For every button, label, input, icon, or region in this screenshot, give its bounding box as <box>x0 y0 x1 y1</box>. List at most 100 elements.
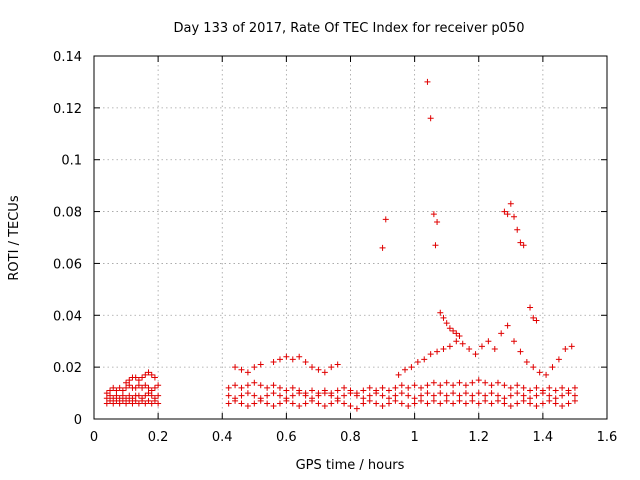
data-point <box>514 226 521 233</box>
data-point <box>142 371 149 378</box>
data-point <box>113 387 120 394</box>
data-point <box>373 400 380 407</box>
data-point <box>289 400 296 407</box>
data-point <box>568 343 575 350</box>
data-point <box>373 390 380 397</box>
data-point <box>315 366 322 373</box>
data-point <box>437 390 444 397</box>
data-point <box>392 384 399 391</box>
data-point <box>116 400 123 407</box>
data-point <box>103 400 110 407</box>
data-point <box>430 379 437 386</box>
data-point <box>418 392 425 399</box>
data-point <box>123 379 130 386</box>
data-point <box>456 397 463 404</box>
data-point <box>475 390 482 397</box>
data-point <box>232 382 239 389</box>
data-point <box>527 400 534 407</box>
data-point <box>478 343 485 350</box>
data-point <box>523 358 530 365</box>
data-point <box>482 379 489 386</box>
axis-ticks <box>93 55 608 420</box>
data-point <box>296 403 303 410</box>
data-point <box>145 384 152 391</box>
data-point <box>366 384 373 391</box>
data-point <box>283 353 290 360</box>
data-point <box>456 333 463 340</box>
data-point <box>270 382 277 389</box>
data-point <box>225 384 232 391</box>
data-point <box>257 397 264 404</box>
data-point <box>559 403 566 410</box>
data-point <box>514 400 521 407</box>
data-point <box>116 395 123 402</box>
data-point <box>405 403 412 410</box>
data-point <box>527 304 534 311</box>
data-point <box>482 392 489 399</box>
data-point <box>347 403 354 410</box>
data-point <box>113 392 120 399</box>
data-point <box>482 397 489 404</box>
data-point <box>135 400 142 407</box>
data-point <box>110 395 117 402</box>
data-point <box>309 387 316 394</box>
data-point <box>103 390 110 397</box>
data-point <box>501 395 508 402</box>
data-point <box>520 384 527 391</box>
data-point <box>517 239 524 246</box>
data-point <box>360 400 367 407</box>
data-point <box>379 244 386 251</box>
data-point <box>414 358 421 365</box>
data-point <box>148 392 155 399</box>
chart-title: Day 133 of 2017, Rate Of TEC Index for r… <box>174 21 525 36</box>
data-point <box>446 325 453 332</box>
data-point <box>443 379 450 386</box>
data-point <box>366 397 373 404</box>
x-tick-label: 0.2 <box>148 430 169 445</box>
data-point <box>232 364 239 371</box>
data-point <box>430 397 437 404</box>
data-point <box>530 364 537 371</box>
data-point <box>302 358 309 365</box>
data-point <box>148 371 155 378</box>
data-point <box>501 400 508 407</box>
data-point <box>276 384 283 391</box>
data-point <box>283 387 290 394</box>
data-point <box>459 340 466 347</box>
y-tick-label: 0 <box>74 413 82 428</box>
data-point <box>546 384 553 391</box>
data-point <box>434 218 441 225</box>
data-point <box>238 392 245 399</box>
data-point <box>559 384 566 391</box>
data-point <box>549 364 556 371</box>
data-point <box>129 395 136 402</box>
data-point <box>270 390 277 397</box>
data-point <box>392 392 399 399</box>
y-axis-label: ROTI / TECUs <box>7 195 22 280</box>
x-tick-label: 1.2 <box>468 430 489 445</box>
data-point <box>119 387 126 394</box>
data-point <box>440 345 447 352</box>
data-point <box>321 369 328 376</box>
x-tick-label: 0 <box>90 430 98 445</box>
data-point <box>328 392 335 399</box>
data-point <box>411 395 418 402</box>
data-point <box>450 327 457 334</box>
data-point <box>504 322 511 329</box>
data-point <box>360 387 367 394</box>
data-point <box>462 400 469 407</box>
data-point <box>418 384 425 391</box>
data-point <box>424 400 431 407</box>
data-point <box>151 374 158 381</box>
y-tick-label: 0.06 <box>53 257 82 272</box>
data-point <box>135 382 142 389</box>
data-point <box>475 400 482 407</box>
data-point <box>126 382 133 389</box>
data-point <box>514 382 521 389</box>
data-point <box>543 371 550 378</box>
data-point <box>251 379 258 386</box>
data-point <box>341 400 348 407</box>
data-point <box>276 400 283 407</box>
data-point <box>103 395 110 402</box>
data-point <box>148 387 155 394</box>
